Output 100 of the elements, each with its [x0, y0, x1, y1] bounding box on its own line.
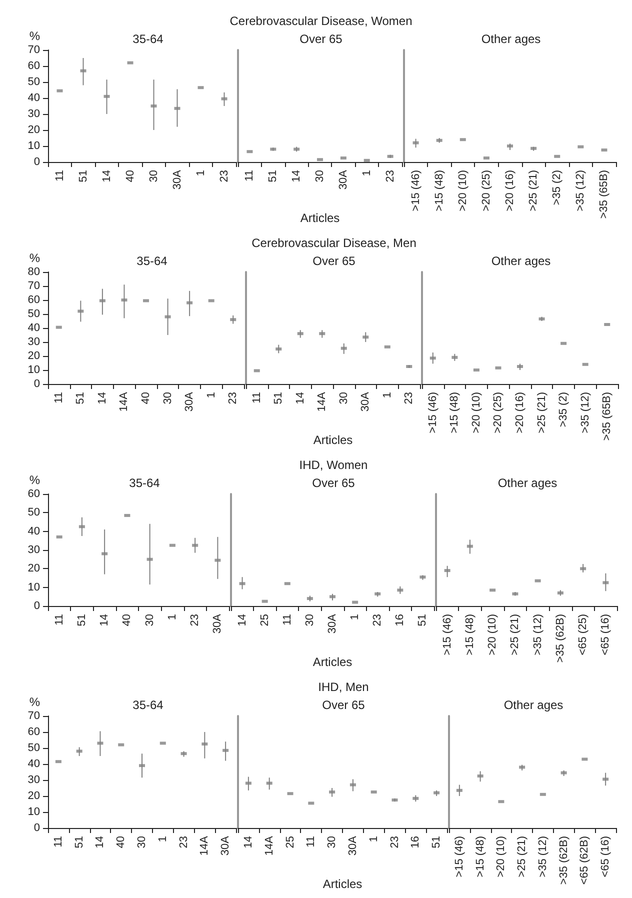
y-tick-label: 80: [28, 266, 40, 278]
x-tick-label: >25 (21): [536, 392, 548, 434]
y-tick-label: 60: [28, 60, 40, 72]
x-tick-label: >25 (21): [516, 836, 528, 878]
chart-title: Cerebrovascular Disease, Men: [252, 236, 416, 250]
y-tick-label: 10: [28, 364, 40, 376]
x-tick-label: 1: [205, 392, 218, 398]
y-tick-label: 70: [28, 280, 40, 292]
x-tick-label: 14: [98, 614, 111, 626]
x-tick-label: >35 (12): [579, 392, 592, 434]
x-tick-label: >15 (46): [410, 170, 422, 212]
x-tick-label: >35 (65B): [598, 170, 610, 219]
x-tick-label: >15 (46): [453, 836, 466, 878]
x-tick-label: 23: [384, 170, 396, 182]
y-tick-label: 30: [28, 774, 40, 786]
x-tick-label: 1: [368, 836, 380, 842]
y-tick-label: 50: [28, 506, 40, 519]
chart-subtitle: Other ages: [498, 476, 558, 490]
x-tick-label: 40: [124, 170, 136, 182]
x-tick-label: 30A: [171, 169, 184, 190]
x-tick-label: 14: [290, 170, 303, 182]
x-tick-label: 30A: [212, 613, 224, 634]
x-tick-label: 11: [54, 170, 66, 182]
chart-subtitle: Over 65: [312, 476, 356, 490]
x-tick-label: 51: [272, 392, 285, 404]
x-tick-label: 1: [194, 170, 207, 176]
x-tick-label: 14A: [198, 835, 211, 856]
x-axis-title: Articles: [322, 877, 362, 891]
x-tick-label: >15 (46): [426, 392, 439, 434]
y-tick-label: 0: [34, 600, 40, 612]
x-tick-label: >15 (48): [464, 614, 476, 656]
x-tick-label: 40: [115, 836, 128, 848]
x-tick-label: 25: [284, 836, 296, 848]
y-tick-label: 0: [34, 156, 40, 168]
x-tick-label: >20 (10): [486, 614, 499, 656]
x-tick-label: 1: [156, 836, 169, 842]
x-tick-label: >25 (21): [509, 614, 522, 656]
x-tick-label: 23: [372, 614, 384, 626]
x-tick-label: >15 (48): [448, 392, 461, 434]
x-tick-label: 30: [148, 170, 160, 182]
chart-subtitle: 35-64: [132, 698, 164, 712]
chart-title: Cerebrovascular Disease, Women: [230, 14, 412, 28]
x-tick-label: 14: [236, 614, 248, 626]
y-axis-title: %: [29, 29, 40, 43]
x-tick-label: 14: [242, 836, 254, 848]
x-tick-label: >35 (62B): [554, 614, 566, 663]
chart-subtitle: 35-64: [129, 476, 160, 490]
x-tick-label: 30: [326, 836, 338, 848]
x-tick-label: 30A: [220, 835, 232, 856]
y-tick-label: 40: [28, 92, 40, 104]
x-tick-label: 14: [96, 392, 108, 404]
x-tick-label: >35 (2): [551, 170, 564, 206]
y-tick-label: 50: [28, 76, 40, 88]
x-tick-label: 51: [416, 614, 429, 626]
chart-subtitle: Other ages: [504, 698, 564, 712]
y-tick-label: 30: [28, 336, 40, 348]
x-tick-label: 11: [52, 836, 64, 848]
x-tick-label: 1: [360, 170, 373, 176]
x-tick-label: 30A: [360, 391, 372, 412]
y-tick-label: 10: [28, 140, 40, 152]
chart-subtitle: Other ages: [491, 254, 551, 268]
y-tick-label: 30: [28, 544, 40, 556]
y-axis-title: %: [29, 695, 40, 709]
x-tick-label: <65 (16): [600, 836, 612, 878]
x-tick-label: 51: [430, 836, 443, 848]
x-tick-label: >35 (65B): [601, 392, 614, 441]
x-tick-label: 30: [304, 614, 316, 626]
x-tick-label: 25: [258, 614, 271, 626]
y-tick-label: 10: [28, 581, 40, 594]
x-tick-label: 14: [94, 836, 106, 848]
x-tick-label: >15 (48): [474, 836, 486, 878]
x-tick-label: 16: [410, 836, 422, 848]
x-tick-label: 11: [250, 392, 263, 404]
x-tick-label: 16: [394, 614, 406, 626]
x-tick-label: 1: [349, 614, 362, 620]
x-tick-label: 30A: [326, 613, 338, 634]
y-tick-label: 40: [28, 758, 40, 770]
y-tick-label: 50: [28, 308, 40, 320]
y-tick-label: 20: [28, 562, 40, 575]
x-tick-label: >15 (48): [433, 170, 446, 212]
y-tick-label: 60: [28, 294, 40, 306]
x-tick-label: 23: [189, 614, 202, 626]
x-tick-label: >20 (10): [495, 836, 508, 878]
x-tick-label: 14A: [118, 391, 130, 412]
x-tick-label: <65 (25): [577, 614, 590, 656]
x-tick-label: 30: [144, 614, 156, 626]
y-axis-title: %: [29, 251, 40, 265]
x-tick-label: 1: [381, 392, 394, 398]
y-tick-label: 30: [28, 108, 40, 120]
chart-title: IHD, Women: [299, 458, 368, 472]
x-tick-label: 23: [388, 836, 401, 848]
x-tick-label: 14A: [263, 835, 276, 856]
x-tick-label: 23: [227, 392, 240, 404]
x-tick-label: >35 (12): [574, 170, 587, 212]
y-axis-title: %: [29, 473, 40, 487]
x-tick-label: >20 (16): [504, 170, 516, 212]
x-tick-label: 30: [314, 170, 326, 182]
x-tick-label: 51: [74, 392, 87, 404]
chart-subtitle: Over 65: [300, 32, 343, 46]
x-tick-label: >20 (16): [514, 392, 526, 434]
